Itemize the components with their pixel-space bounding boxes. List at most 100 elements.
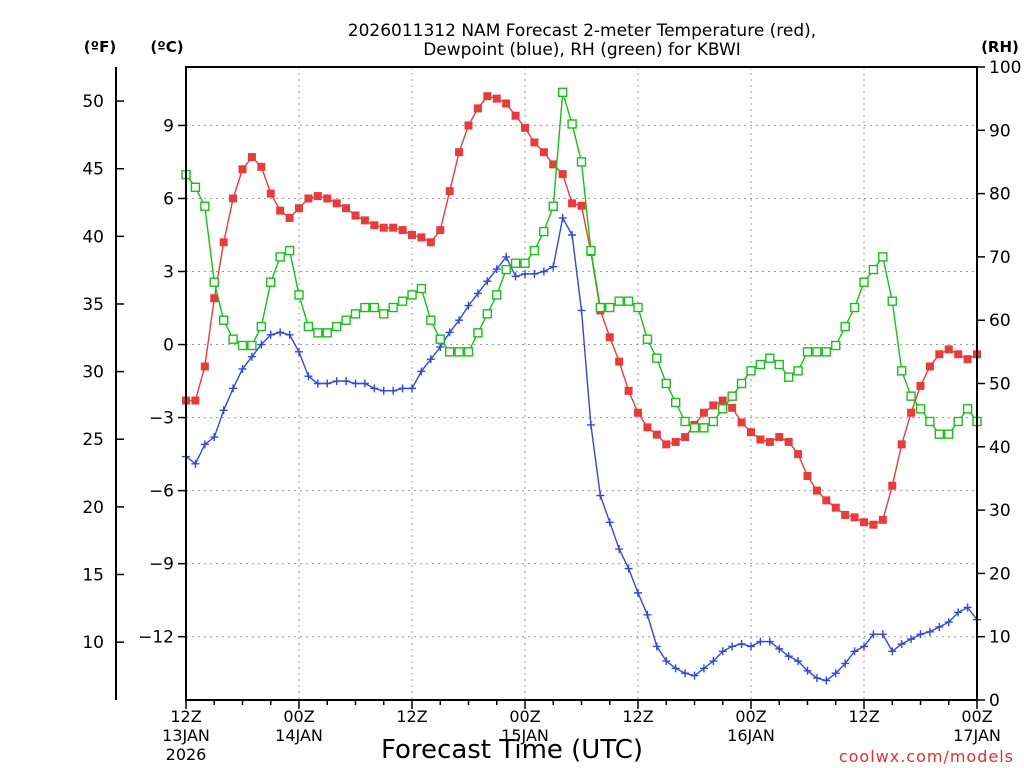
rh-point: [718, 404, 728, 414]
x-tick-label-date: 15JAN: [501, 726, 549, 745]
temperature-point: [869, 520, 878, 529]
temperature-point: [191, 396, 200, 405]
dewpoint-point: [812, 674, 821, 683]
temperature-point: [568, 199, 577, 208]
temperature-point: [351, 211, 360, 220]
temperature-point: [784, 437, 793, 446]
temperature-point: [615, 357, 624, 366]
dewpoint-point: [944, 618, 953, 627]
rh-point: [906, 391, 916, 401]
dewpoint-point: [408, 384, 416, 393]
dewpoint-point: [351, 379, 360, 388]
rh-point: [633, 302, 643, 313]
dewpoint-point: [276, 328, 285, 337]
dewpoint-point: [445, 328, 454, 337]
celsius-tick-label: 9: [163, 116, 174, 136]
x-tick-label-date: 14JAN: [275, 726, 323, 745]
celsius-unit-label: (ºC): [150, 38, 183, 56]
rh-point: [397, 296, 408, 306]
fahrenheit-tick-label: 40: [82, 227, 104, 247]
temperature-point: [492, 94, 501, 103]
dewpoint-point: [963, 603, 972, 612]
dewpoint-point: [756, 637, 765, 646]
dewpoint-point: [379, 386, 388, 395]
temperature-point: [709, 401, 718, 410]
dewpoint-line: [185, 215, 978, 682]
x-tick-label-time: 12Z: [170, 707, 201, 726]
x-tick-label-time: 12Z: [622, 707, 653, 726]
dewpoint-point: [389, 386, 398, 395]
temperature-point: [436, 226, 445, 235]
rh-point: [444, 347, 455, 357]
rh-point: [369, 302, 380, 313]
temperature-point: [511, 111, 520, 120]
x-tick-label-time: 00Z: [961, 707, 992, 726]
temperature-point: [671, 437, 680, 446]
dewpoint-point: [897, 640, 906, 649]
dewpoint-series: [182, 213, 981, 685]
temperature-point: [229, 194, 238, 203]
dewpoint-point: [285, 330, 294, 339]
temperature-point: [530, 138, 539, 147]
chart-title-line-2: Dewpoint (blue), RH (green) for KBWI: [423, 40, 741, 60]
rh-point: [548, 201, 558, 211]
rh-point: [190, 182, 201, 192]
rh-point: [849, 302, 860, 313]
rh-point: [350, 309, 361, 319]
temperature-point: [897, 440, 906, 449]
dewpoint-point: [935, 622, 944, 631]
fahrenheit-tick-label: 15: [82, 565, 104, 585]
temperature-point: [483, 92, 492, 101]
temperature-point: [210, 294, 219, 303]
rh-tick-label: 40: [989, 438, 1011, 458]
dewpoint-point: [530, 269, 539, 278]
dewpoint-point: [916, 630, 925, 639]
dewpoint-point: [624, 564, 633, 573]
fahrenheit-unit-label: (ºF): [84, 38, 116, 56]
rh-point: [379, 309, 389, 319]
temperature-point: [944, 345, 953, 354]
dewpoint-point: [652, 642, 661, 651]
rh-point: [953, 416, 963, 427]
rh-series: [181, 87, 982, 439]
rh-point: [793, 366, 803, 376]
temperature-point: [304, 194, 313, 203]
rh-point: [934, 429, 945, 439]
x-tick-label-time: 00Z: [735, 707, 766, 726]
rh-point: [708, 416, 719, 427]
temperature-point: [822, 496, 831, 505]
temperature-series: [182, 92, 981, 529]
rh-point: [256, 321, 267, 332]
rh-point: [492, 290, 502, 300]
dewpoint-point: [304, 372, 313, 381]
dewpoint-point: [605, 518, 614, 527]
dewpoint-point: [210, 433, 219, 442]
dewpoint-point: [417, 367, 426, 376]
temperature-point: [756, 435, 765, 444]
temperature-point: [747, 428, 755, 437]
dewpoint-point: [634, 588, 642, 597]
temperature-point: [238, 165, 247, 174]
temperature-point: [888, 481, 897, 490]
temperature-point: [634, 408, 642, 417]
temperature-point: [360, 216, 369, 225]
dewpoint-point: [822, 676, 831, 685]
rh-point: [482, 309, 493, 319]
temperature-point: [257, 162, 266, 171]
temperature-point: [850, 513, 859, 522]
rh-point: [586, 245, 596, 256]
dewpoint-point: [615, 545, 624, 554]
rh-point: [237, 340, 248, 351]
dewpoint-point: [247, 352, 256, 361]
rh-point: [765, 353, 775, 363]
rh-point: [736, 378, 747, 389]
dewpoint-point: [888, 647, 897, 656]
celsius-tick-label: −3: [149, 409, 174, 429]
rh-point: [642, 334, 653, 344]
x-tick-label-date: 17JAN: [953, 726, 1001, 745]
rh-tick-label: 50: [989, 375, 1011, 395]
temperature-point: [473, 104, 482, 113]
temperature-point: [916, 381, 925, 390]
temperature-point: [605, 333, 614, 342]
